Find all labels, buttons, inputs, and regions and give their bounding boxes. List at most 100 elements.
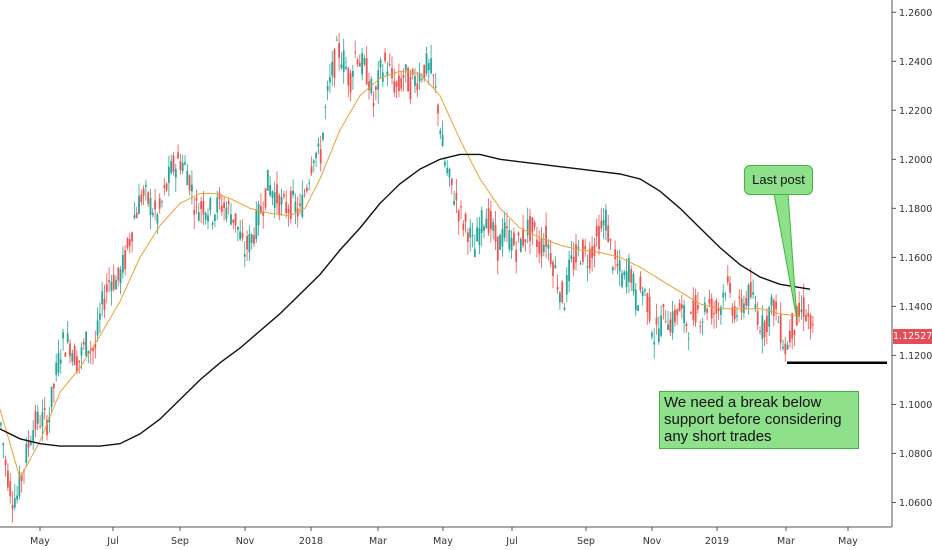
candle-body [759,331,761,333]
candle-body [172,155,175,172]
candle-body [777,321,780,323]
candle-body [193,209,196,215]
candle-body [133,215,136,219]
candle-body [158,198,161,209]
x-tick-label: May [30,536,50,547]
candle-body [621,273,623,287]
candle-body [421,78,423,80]
candle-body [782,346,784,349]
candle-body [720,307,722,315]
candle-body [145,185,147,188]
candle-body [607,225,610,243]
candle-body [740,298,743,313]
candle-body [492,221,495,231]
candle-body [809,315,812,329]
candle-body [96,320,99,336]
candle-body [195,197,198,201]
candle-body [73,345,76,366]
candle-body [549,253,552,264]
y-tick-label: 1.12000 [899,351,932,362]
candle-body [315,152,317,159]
candle-body [772,300,775,316]
candle-body [522,228,524,246]
candle-body [0,423,2,426]
candle-body [115,279,117,290]
candle-body [27,441,30,448]
candle-body [386,71,389,76]
candle-body [664,321,667,323]
candle-body [126,238,129,249]
x-tick-label: Jul [505,536,517,547]
candle-body [671,311,674,334]
candle-body [207,215,209,222]
candle-body [147,192,150,204]
x-tick-label: Sep [577,536,595,547]
candle-body [59,359,62,364]
candle-body [322,132,324,140]
candle-body [128,239,131,247]
candlestick-series [0,33,814,523]
candle-body [653,342,656,345]
candle-body [271,191,274,198]
candle-body [745,297,748,306]
candle-body [361,53,363,75]
candle-body [791,313,794,339]
candle-body [715,300,718,314]
candle-body [32,430,35,441]
candle-body [71,353,74,362]
candle-body [425,53,428,74]
candle-body [398,75,400,91]
candle-body [138,196,140,214]
candle-body [572,256,575,270]
candle-body [786,344,789,350]
candle-body [179,161,182,171]
candle-body [747,284,750,307]
candle-body [99,313,101,320]
candle-body [216,197,219,213]
candle-body [260,206,262,213]
candle-body [657,328,660,342]
candle-body [483,226,485,231]
candle-body [540,238,543,257]
candle-body [168,166,170,183]
candle-body [391,67,393,79]
candle-body [342,50,345,72]
candle-body [559,292,561,303]
candle-body [379,59,382,68]
candle-body [789,330,791,343]
candle-body [241,232,244,238]
candle-body [731,307,734,316]
candle-body [317,143,320,147]
candle-body [676,309,679,316]
x-tick-label: Nov [643,536,662,547]
candle-body [462,223,465,231]
candle-body [285,201,288,214]
candle-body [278,195,281,216]
candle-body [678,303,681,312]
candle-body [630,269,633,283]
candle-body [651,332,653,337]
candle-body [20,474,23,482]
candle-body [384,52,386,62]
candle-body [335,39,338,41]
candle-body [508,230,511,250]
candle-body [122,254,124,273]
candle-body [135,212,138,219]
candle-body [692,300,695,321]
candle-body [356,59,359,65]
x-tick-label: Sep [171,536,189,547]
candle-body [92,348,94,352]
candle-body [112,274,115,290]
candle-body [151,212,154,216]
candle-body [699,326,702,328]
candle-body [616,263,619,267]
candle-body [329,77,331,83]
x-tick-label: Mar [369,536,387,547]
candle-body [754,304,757,309]
candle-body [733,305,736,320]
candle-body [533,222,536,227]
candle-body [418,72,421,82]
candle-body [724,293,727,295]
candle-body [703,302,706,312]
